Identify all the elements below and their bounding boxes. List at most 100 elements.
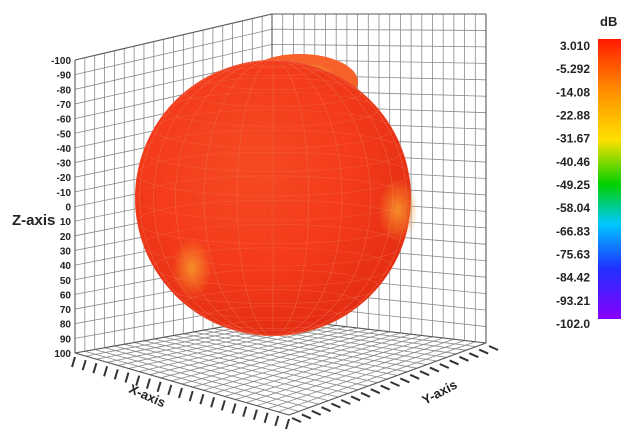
z-tick-label: -50: [57, 129, 72, 140]
x-tick-mark: [167, 384, 173, 396]
y-tick-mark: [390, 381, 400, 387]
x-tick-mark: [145, 378, 151, 389]
colorbar-label: -84.42: [556, 271, 590, 285]
colorbar-label: -75.63: [556, 248, 590, 262]
z-axis-title: Z-axis: [12, 212, 55, 229]
x-tick-mark: [178, 387, 183, 399]
x-tick-mark: [103, 366, 109, 377]
y-axis-ticks: [291, 345, 499, 423]
x-tick-mark: [113, 369, 119, 380]
y-tick-mark: [439, 363, 450, 369]
floor-line-b: [192, 331, 390, 388]
floor-line-a: [212, 328, 427, 365]
y-tick-mark: [449, 359, 460, 366]
sphere-hotspot-right: [378, 178, 418, 242]
side-wall-hline: [271, 44, 487, 48]
z-tick-label: -90: [57, 71, 72, 82]
y-tick-mark: [399, 377, 410, 384]
y-tick-mark: [478, 348, 489, 355]
colorbar-label: -5.292: [556, 62, 590, 76]
frame-edge: [288, 342, 487, 416]
x-tick-mark: [220, 400, 226, 411]
z-tick-label: 40: [60, 261, 72, 272]
frame-edge: [74, 352, 290, 416]
colorbar-labels: 3.010 -5.292 -14.08 -22.88 -31.67 -40.46 -49.2…: [556, 39, 590, 331]
floor-line-b: [213, 333, 412, 394]
colorbar-label: 3.010: [560, 39, 590, 53]
y-tick-mark: [409, 373, 420, 380]
sphere-surface: [135, 54, 418, 336]
y-tick-mark: [330, 402, 341, 409]
x-tick-mark: [188, 390, 194, 402]
floor-line-b: [256, 338, 455, 407]
z-tick-label: -10: [57, 188, 72, 199]
floor-line-b: [235, 336, 433, 400]
floor-line-a: [183, 333, 398, 376]
x-tick-mark: [263, 412, 269, 424]
z-axis-ticks: -100-90-80-70-60-50-40-30-20-10010203040…: [51, 56, 71, 360]
sphere-hotspot-left: [172, 238, 212, 298]
x-tick-mark: [231, 403, 237, 414]
colorbar-label: -93.21: [556, 294, 590, 308]
floor-line-a: [202, 329, 418, 369]
z-tick-label: -40: [57, 144, 72, 155]
floor-line-b: [267, 340, 465, 410]
x-tick-mark: [135, 375, 141, 386]
colorbar: dB 3.010 -5.292 -14.08 -22.88 -31.67 -40.46 -4…: [556, 14, 621, 331]
z-tick-label: -100: [51, 56, 71, 67]
z-tick-label: 90: [60, 334, 72, 345]
y-tick-mark: [380, 384, 391, 391]
x-tick-mark: [242, 406, 248, 417]
x-tick-mark: [92, 362, 98, 374]
y-tick-mark: [488, 345, 499, 351]
x-tick-mark: [156, 381, 162, 393]
z-tick-label: 80: [60, 320, 72, 331]
y-tick-mark: [468, 352, 479, 359]
z-tick-label: -70: [57, 100, 72, 111]
sphere-longitude-line: [236, 60, 310, 336]
x-tick-mark: [285, 418, 290, 430]
z-tick-label: -20: [57, 173, 72, 184]
y-tick-mark: [291, 417, 302, 423]
z-tick-label: -80: [57, 85, 72, 96]
z-tick-label: 30: [60, 246, 72, 257]
floor-line-a: [193, 331, 408, 373]
y-tick-mark: [301, 413, 312, 420]
floor-line-b: [203, 332, 401, 391]
colorbar-label: -49.25: [556, 178, 590, 192]
colorbar-label: -31.67: [556, 132, 590, 146]
side-wall-hline: [271, 28, 487, 31]
z-tick-label: -30: [57, 159, 72, 170]
x-tick-mark: [210, 397, 216, 408]
sphere-longitude-line: [203, 60, 343, 336]
z-tick-label: 50: [60, 276, 72, 287]
colorbar-label: -14.08: [556, 85, 590, 99]
floor-line-b: [181, 330, 380, 385]
colorbar-label: -66.83: [556, 224, 590, 238]
y-axis-title: Y-axis: [419, 377, 459, 408]
colorbar-label: -22.88: [556, 109, 590, 123]
x-tick-mark: [252, 409, 258, 420]
frame-edge: [74, 13, 273, 61]
colorbar-gradient: [598, 39, 621, 319]
x-tick-mark: [81, 359, 87, 371]
y-tick-mark: [340, 399, 351, 405]
z-tick-label: 0: [65, 203, 71, 214]
sphere-longitude-line: [175, 60, 371, 336]
y-tick-mark: [429, 366, 440, 373]
z-tick-label: 10: [60, 217, 72, 228]
z-tick-label: 70: [60, 305, 72, 316]
z-tick-label: 60: [60, 290, 72, 301]
floor-line-b: [278, 341, 476, 413]
x-tick-mark: [124, 372, 130, 383]
y-tick-mark: [370, 388, 381, 395]
box-frame: [74, 13, 487, 416]
x-tick-mark: [71, 356, 76, 368]
colorbar-label: -102.0: [556, 317, 590, 331]
y-tick-mark: [419, 370, 430, 377]
z-tick-label: 20: [60, 232, 72, 243]
colorbar-label: -58.04: [556, 201, 590, 215]
y-tick-mark: [350, 395, 361, 402]
z-tick-label: 100: [54, 349, 71, 360]
